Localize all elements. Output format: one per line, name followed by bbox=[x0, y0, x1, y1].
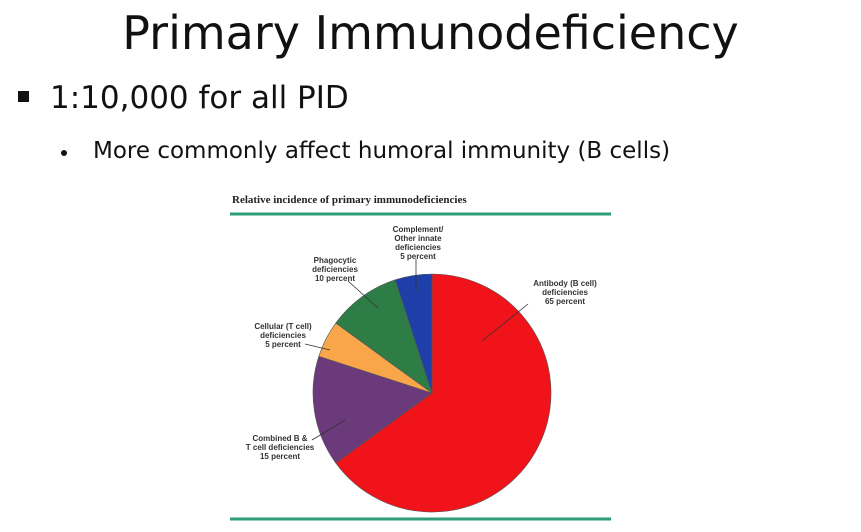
slice-value: 5 percent bbox=[265, 340, 301, 349]
slice-label: Combined B & T cell deficiencies 15 perce… bbox=[246, 434, 314, 461]
leader-lines bbox=[304, 259, 529, 441]
chart-title: Relative incidence of primary immunodefi… bbox=[232, 194, 467, 206]
slice-value: 65 percent bbox=[544, 297, 586, 306]
slice-name: Antibody (B cell) deficiencies bbox=[533, 279, 597, 297]
pie-slice bbox=[335, 273, 552, 513]
bullet: 1:10,000 for all PID bbox=[50, 80, 349, 116]
slide-title: Primary Immunodeficiency bbox=[122, 6, 739, 60]
slice-label: Phagocytic deficiencies 10 percent bbox=[312, 256, 358, 283]
leader-line bbox=[304, 343, 331, 351]
leader-line bbox=[347, 280, 379, 309]
slice-name: Cellular (T cell) deficiencies bbox=[254, 322, 312, 340]
slice-name: Phagocytic deficiencies bbox=[312, 256, 358, 274]
pie-slice bbox=[394, 273, 433, 394]
pie-slice bbox=[312, 355, 433, 464]
slice-label: Cellular (T cell) deficiencies 5 percent bbox=[254, 322, 311, 349]
sub-bullet: More commonly affect humoral immunity (B… bbox=[93, 138, 671, 164]
slice-name: Combined B & T cell deficiencies bbox=[245, 434, 315, 452]
slice-name: Complement/ Other innate deficiencies bbox=[392, 225, 444, 252]
slice-label: Antibody (B cell) deficiencies 65 percent bbox=[533, 279, 597, 306]
slice-value: 15 percent bbox=[259, 452, 301, 461]
bullet-marker bbox=[18, 91, 29, 102]
slice-value: 5 percent bbox=[400, 252, 436, 261]
slice-label: Complement/ Other innate deficiencies 5 p… bbox=[393, 225, 444, 261]
bullet-marker bbox=[61, 150, 67, 156]
leader-line bbox=[311, 419, 346, 441]
pie-slice bbox=[335, 279, 433, 394]
slice-value: 10 percent bbox=[314, 274, 356, 283]
leader-line bbox=[481, 303, 529, 342]
